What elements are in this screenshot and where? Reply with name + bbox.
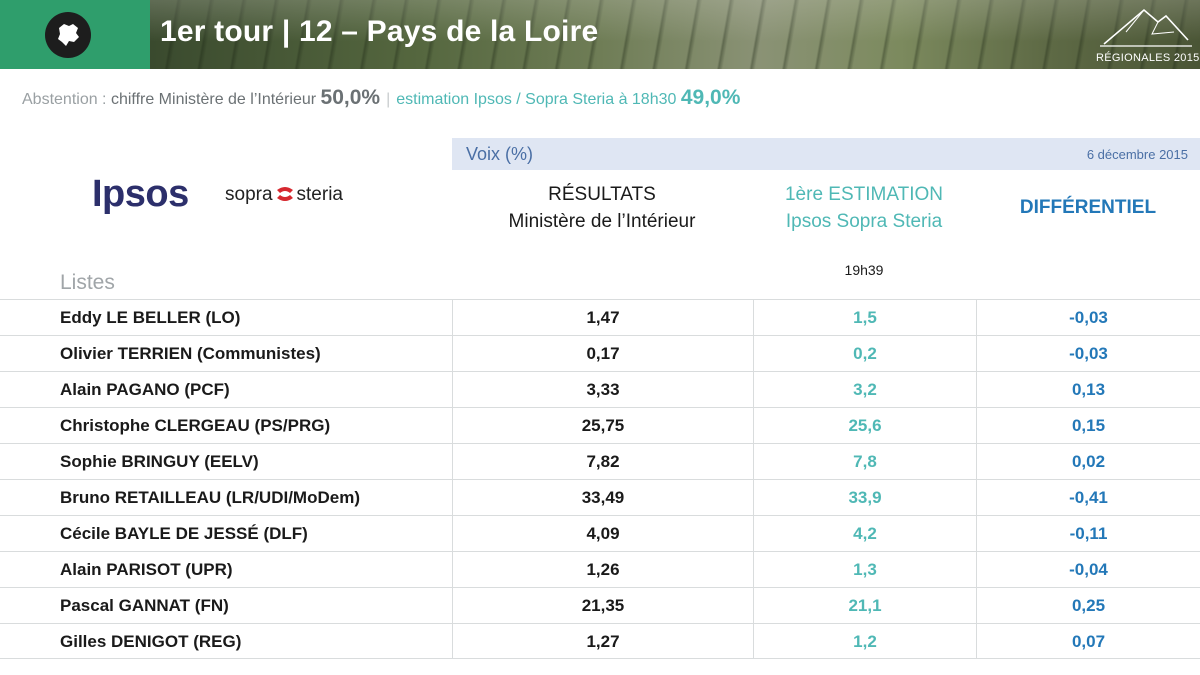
- differentiel-cell: -0,11: [976, 516, 1200, 551]
- list-name-cell: Bruno RETAILLEAU (LR/UDI/MoDem): [60, 488, 360, 507]
- list-name-cell: Eddy LE BELLER (LO): [60, 308, 241, 327]
- table-row: Bruno RETAILLEAU (LR/UDI/MoDem) 33,49 33,9…: [0, 479, 1200, 515]
- resultat-cell: 33,49: [452, 480, 753, 515]
- resultats-line2: Ministère de l’Intérieur: [508, 211, 696, 232]
- region-map-shape: [58, 24, 79, 46]
- date-label: 6 décembre 2015: [1086, 147, 1188, 162]
- differentiel-cell: 0,25: [976, 588, 1200, 623]
- table-row: Alain PARISOT (UPR) 1,26 1,3 -0,04: [0, 551, 1200, 587]
- resultat-cell: 4,09: [452, 516, 753, 551]
- regionales-logo-icon: [1100, 8, 1192, 47]
- ministere-value: 50,0%: [320, 86, 381, 109]
- differentiel-cell: -0,04: [976, 552, 1200, 587]
- estimation-cell: 25,6: [753, 408, 976, 443]
- list-name-cell: Christophe CLERGEAU (PS/PRG): [60, 416, 331, 435]
- voix-band: Voix (%) 6 décembre 2015: [452, 138, 1200, 170]
- resultat-cell: 1,26: [452, 552, 753, 587]
- ministere-label: chiffre Ministère de l’Intérieur: [110, 91, 317, 108]
- banner-background-photo: [150, 0, 1200, 69]
- table-row: Eddy LE BELLER (LO) 1,47 1,5 -0,03: [0, 299, 1200, 335]
- estimation-cell: 1,5: [753, 300, 976, 335]
- table-row: Pascal GANNAT (FN) 21,35 21,1 0,25: [0, 587, 1200, 623]
- abstention-label: Abstention: [22, 91, 98, 108]
- estimation-cell: 7,8: [753, 444, 976, 479]
- abstention-colon: :: [97, 91, 111, 108]
- table-row: Sophie BRINGUY (EELV) 7,82 7,8 0,02: [0, 443, 1200, 479]
- table-row: Olivier TERRIEN (Communistes) 0,17 0,2 -0,0…: [0, 335, 1200, 371]
- voix-label: Voix (%): [466, 144, 534, 164]
- table-row: Cécile BAYLE DE JESSÉ (DLF) 4,09 4,2 -0,11: [0, 515, 1200, 551]
- table-row: Gilles DENIGOT (REG) 1,27 1,2 0,07: [0, 623, 1200, 659]
- abstention-separator: |: [386, 91, 391, 108]
- estimation-cell: 0,2: [753, 336, 976, 371]
- estimation-cell: 4,2: [753, 516, 976, 551]
- sopra-steria-mark-icon: [276, 187, 293, 201]
- estimation-line1: 1ère ESTIMATION: [784, 184, 943, 205]
- column-header-differentiel: DIFFÉRENTIEL: [1019, 197, 1157, 218]
- abstention-line: Abstention : chiffre Ministère de l’Inté…: [22, 86, 740, 110]
- resultat-cell: 1,47: [452, 300, 753, 335]
- estimation-cell: 1,3: [753, 552, 976, 587]
- differentiel-cell: -0,03: [976, 300, 1200, 335]
- resultat-cell: 0,17: [452, 336, 753, 371]
- page-title: 1er tour | 12 – Pays de la Loire: [160, 15, 599, 48]
- column-header-resultats: RÉSULTATS Ministère de l’Intérieur: [452, 181, 752, 235]
- resultats-line1: RÉSULTATS: [548, 184, 656, 205]
- list-name-cell: Alain PARISOT (UPR): [60, 560, 233, 579]
- resultat-cell: 21,35: [452, 588, 753, 623]
- table-row: Christophe CLERGEAU (PS/PRG) 25,75 25,6 0,1…: [0, 407, 1200, 443]
- differentiel-cell: 0,07: [976, 624, 1200, 659]
- estimation-value: 49,0%: [680, 86, 741, 109]
- column-header-estimation: 1ère ESTIMATION Ipsos Sopra Steria: [753, 181, 975, 235]
- estimation-cell: 21,1: [753, 588, 976, 623]
- resultat-cell: 7,82: [452, 444, 753, 479]
- estimation-time: 19h39: [844, 262, 884, 278]
- sopra-steria-logo: sopra steria: [225, 184, 343, 206]
- list-name-cell: Sophie BRINGUY (EELV): [60, 452, 259, 471]
- differentiel-cell: 0,13: [976, 372, 1200, 407]
- ipsos-logo: Ipsos: [92, 173, 189, 215]
- estimation-line2: Ipsos Sopra Steria: [785, 211, 943, 232]
- list-name-cell: Pascal GANNAT (FN): [60, 596, 229, 615]
- resultat-cell: 25,75: [452, 408, 753, 443]
- estimation-cell: 33,9: [753, 480, 976, 515]
- differentiel-cell: 0,15: [976, 408, 1200, 443]
- resultat-cell: 1,27: [452, 624, 753, 659]
- list-name-cell: Cécile BAYLE DE JESSÉ (DLF): [60, 524, 308, 543]
- list-name-cell: Alain PAGANO (PCF): [60, 380, 230, 399]
- estimation-label: estimation Ipsos / Sopra Steria à 18h30: [396, 91, 677, 108]
- regionales-logo-text: RÉGIONALES 2015: [1096, 52, 1200, 64]
- region-map-icon: [45, 12, 91, 58]
- estimation-cell: 3,2: [753, 372, 976, 407]
- column-header-listes: Listes: [60, 271, 115, 294]
- differentiel-cell: 0,02: [976, 444, 1200, 479]
- header-banner: 1er tour | 12 – Pays de la Loire RÉGIONA…: [0, 0, 1200, 69]
- sopra-logo-right: steria: [296, 184, 343, 205]
- differentiel-cell: -0,03: [976, 336, 1200, 371]
- list-name-cell: Olivier TERRIEN (Communistes): [60, 344, 321, 363]
- resultat-cell: 3,33: [452, 372, 753, 407]
- sopra-logo-left: sopra: [225, 184, 273, 205]
- list-name-cell: Gilles DENIGOT (REG): [60, 632, 242, 651]
- results-table: Eddy LE BELLER (LO) 1,47 1,5 -0,03 Olivier T…: [0, 299, 1200, 659]
- banner-haze: [150, 0, 1200, 69]
- differentiel-cell: -0,41: [976, 480, 1200, 515]
- table-row: Alain PAGANO (PCF) 3,33 3,2 0,13: [0, 371, 1200, 407]
- estimation-cell: 1,2: [753, 624, 976, 659]
